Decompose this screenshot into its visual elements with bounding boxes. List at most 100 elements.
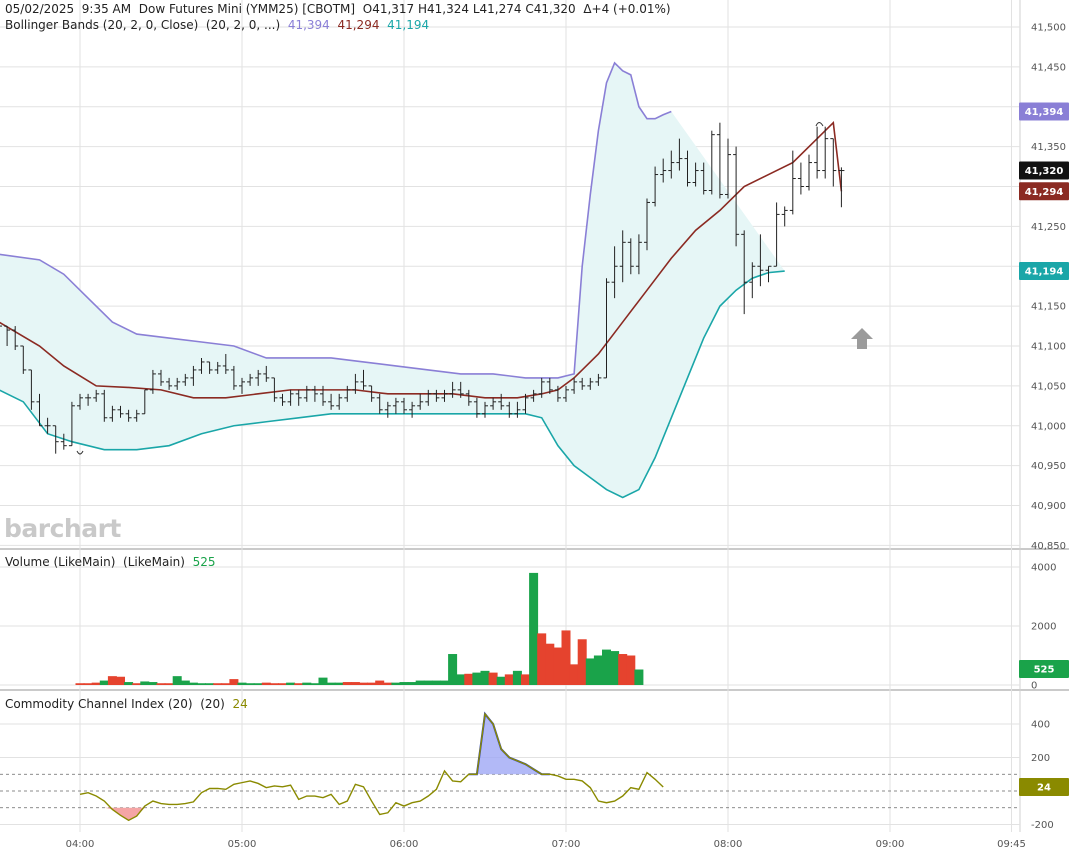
volume-bar [626, 655, 636, 685]
volume-value: 525 [192, 555, 216, 569]
volume-bar [448, 654, 458, 685]
ohlc-bar [603, 278, 610, 379]
price-panel[interactable] [0, 61, 873, 499]
volume-bar [480, 670, 490, 685]
bollinger-upper-line [0, 61, 672, 379]
volume-bar [399, 682, 409, 685]
volume-bar [577, 639, 587, 685]
volume-bar [529, 572, 539, 685]
bollinger-label: Bollinger Bands (20, 2, 0, Close) (20, 2… [5, 18, 281, 32]
cci-legend[interactable]: Commodity Channel Index (20) (20) 24 [5, 697, 248, 711]
ohlc-bar [279, 393, 286, 406]
bollinger-legend[interactable]: Bollinger Bands (20, 2, 0, Close) (20, 2… [5, 18, 429, 32]
session-high-marker [815, 122, 824, 127]
ohlc-bar [158, 369, 164, 386]
volume-bar [359, 682, 368, 685]
price-tick-label: 41,000 [1031, 421, 1066, 432]
price-tick-label: 41,450 [1031, 62, 1066, 73]
volume-tick-label: 4000 [1031, 563, 1056, 574]
ohlc-bar [441, 389, 448, 402]
cci-label: Commodity Channel Index (20) (20) [5, 697, 225, 711]
ohlc-bar [433, 389, 440, 402]
ohlc-bar [68, 401, 75, 447]
volume-bar [99, 680, 109, 685]
bollinger-middle-value: 41,294 [337, 18, 380, 32]
ohlc-bar [222, 353, 229, 374]
volume-bar [286, 682, 296, 685]
volume-bar [521, 674, 530, 685]
ohlc-bar [36, 393, 43, 427]
ohlc-bar [765, 265, 772, 283]
volume-legend[interactable]: Volume (LikeMain) (LikeMain) 525 [5, 555, 216, 569]
volume-bar [569, 664, 579, 685]
ohlc-bar [230, 365, 237, 390]
price-tick-label: 40,950 [1031, 461, 1066, 472]
volume-bar [585, 658, 595, 685]
volume-bar [302, 682, 312, 685]
ohlc-bar [166, 377, 173, 390]
ohlc-bar [692, 162, 699, 187]
ohlc-bar [352, 373, 359, 394]
ohlc-bar [141, 389, 148, 415]
ohlc-bar [506, 401, 513, 418]
svg-text:24: 24 [1037, 783, 1051, 794]
volume-bar [83, 683, 93, 685]
volume-bar [342, 682, 352, 685]
cci-tick-label: -200 [1031, 820, 1054, 831]
ohlc-bar [684, 150, 691, 187]
volume-bar [407, 682, 417, 685]
ohlc-bar [417, 393, 424, 410]
volume-bar [391, 682, 401, 685]
volume-bar [610, 651, 620, 685]
ohlc-bar [149, 369, 156, 394]
ohlc-bar [190, 365, 197, 386]
volume-bar [91, 682, 101, 685]
volume-bar [545, 643, 555, 685]
volume-bar [124, 682, 134, 685]
ohlc-bar [660, 158, 667, 183]
volume-bar [367, 682, 377, 685]
volume-bar [634, 669, 644, 685]
ohlc-bar [781, 206, 788, 227]
ohlc-bar [498, 393, 505, 410]
ohlc-bar [733, 146, 740, 247]
volume-bar [278, 683, 287, 685]
ohlc-bar [303, 385, 310, 402]
ohlc-bar [287, 389, 294, 406]
price-tick-label: 41,250 [1031, 222, 1066, 233]
ohlc-bar [482, 401, 488, 418]
ohlc-bar [773, 202, 780, 267]
cci-panel[interactable] [0, 711, 1020, 822]
ohlc-bar [392, 397, 399, 414]
cci-tick-label: 200 [1031, 753, 1050, 764]
ohlc-bar [644, 198, 650, 251]
ohlc-bar [806, 154, 812, 191]
volume-bar [116, 676, 125, 685]
volume-bar [593, 655, 603, 685]
ohlc-bar [360, 369, 367, 390]
volume-bar [602, 649, 611, 685]
time-tick-label: 08:00 [714, 839, 743, 850]
ohlc-bar [206, 361, 213, 374]
volume-bar [326, 682, 336, 685]
header-change: Δ+4 (+0.01%) [583, 2, 671, 16]
ohlc-bar [514, 401, 521, 418]
volume-panel[interactable] [75, 572, 644, 685]
price-tick-label: 41,150 [1031, 302, 1066, 313]
ohlc-bar [320, 385, 326, 406]
ohlc-bar [579, 377, 586, 390]
ohlc-bar [198, 357, 205, 374]
ohlc-bar [611, 246, 618, 299]
price-tick-label: 40,850 [1031, 541, 1066, 552]
ohlc-bar [700, 162, 707, 195]
ohlc-bar [85, 393, 92, 406]
ohlc-bar [822, 126, 829, 179]
volume-bar [431, 680, 441, 685]
volume-bar [237, 682, 247, 685]
ohlc-bar [546, 377, 553, 394]
volume-bar [456, 674, 466, 685]
bollinger-upper-value: 41,394 [287, 18, 330, 32]
ohlc-bar [336, 393, 343, 410]
volume-bar [245, 683, 255, 685]
ohlc-bar [182, 373, 189, 386]
